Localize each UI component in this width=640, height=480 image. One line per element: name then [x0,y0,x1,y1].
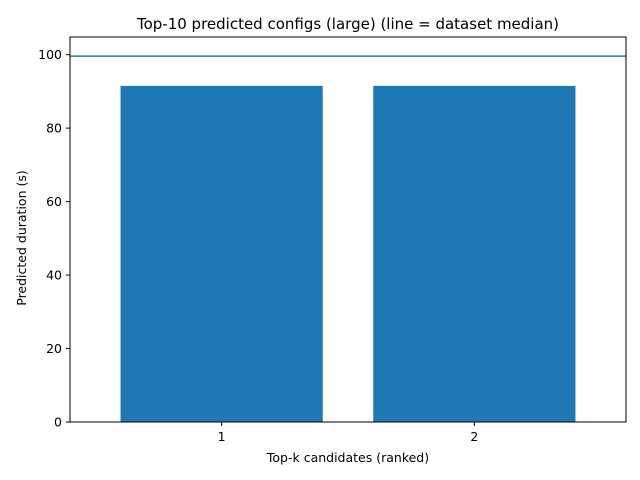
y-tick-label-0: 0 [54,415,62,430]
bar-1 [120,85,323,423]
x-tick-label-1: 1 [218,429,226,444]
y-tick-label-60: 60 [46,194,62,209]
y-tick-label-80: 80 [46,121,62,136]
y-axis-title: Predicted duration (s) [14,170,29,306]
y-tick-label-20: 20 [46,341,62,356]
bar-2 [373,85,576,423]
y-tick-label-100: 100 [38,47,62,62]
x-tick-label-2: 2 [470,429,478,444]
plot-frame [69,36,627,423]
y-tick-label-40: 40 [46,268,62,283]
x-axis-title: Top-k candidates (ranked) [266,450,429,465]
chart-title: Top-10 predicted configs (large) (line =… [136,15,559,33]
